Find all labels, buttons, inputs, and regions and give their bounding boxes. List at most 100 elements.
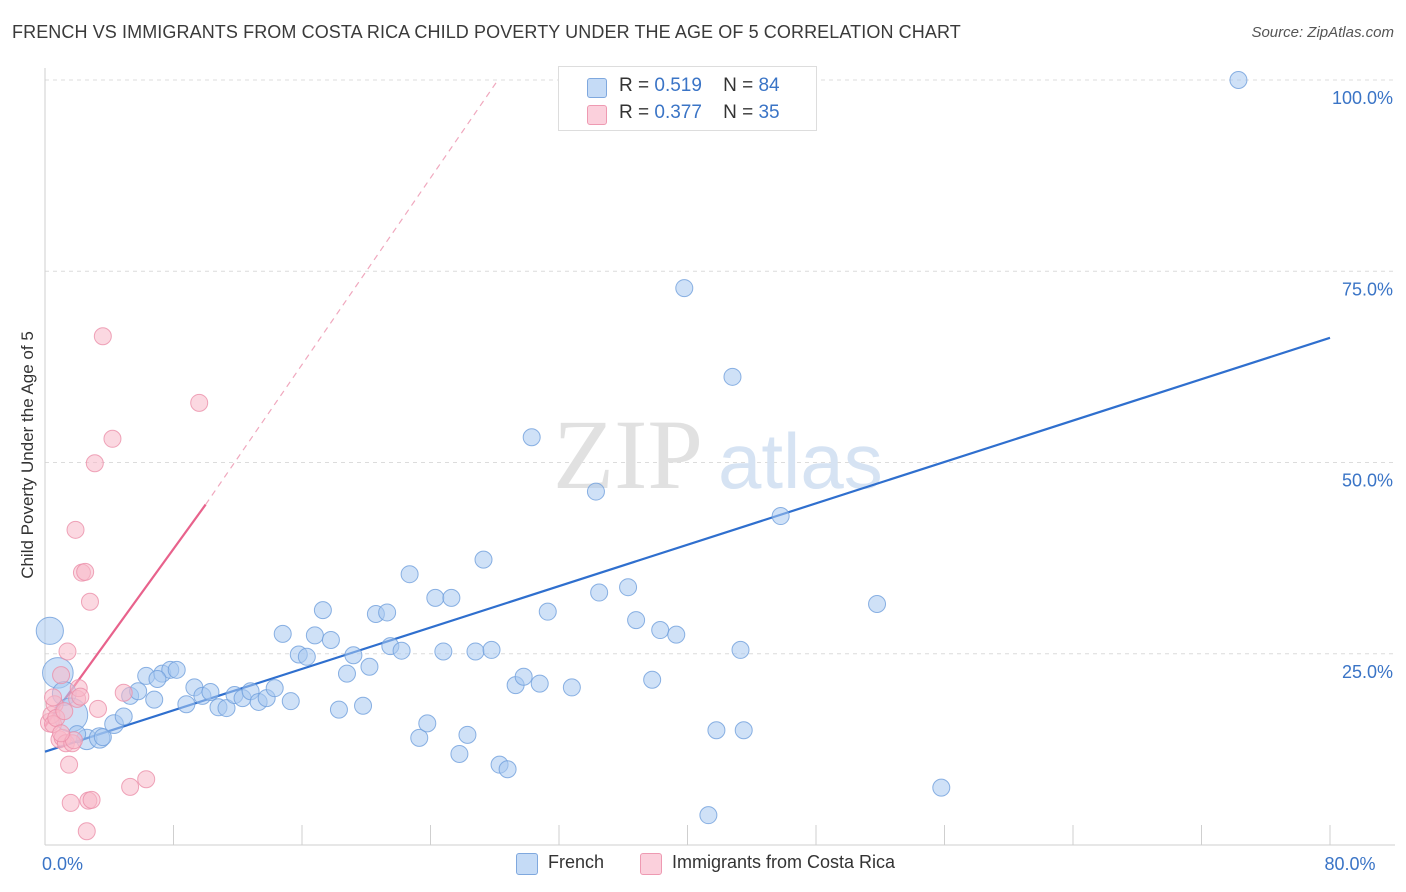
- point-costa-rica: [93, 327, 112, 346]
- point-costa-rica: [103, 429, 122, 448]
- point-costa-rica: [76, 562, 95, 581]
- point-costa-rica: [121, 777, 140, 796]
- trendline-french: [44, 336, 1331, 753]
- point-french: [434, 642, 453, 661]
- point-costa-rica: [58, 642, 77, 661]
- point-french: [474, 550, 493, 569]
- point-costa-rica: [89, 699, 108, 718]
- legend-n-value: 35: [758, 102, 780, 123]
- point-french: [145, 690, 164, 709]
- x-tick-label: 80.0%: [1324, 854, 1375, 874]
- correlation-legend: R = 0.519 N = 84 R = 0.377 N = 35: [558, 66, 817, 131]
- y-tick-label: 75.0%: [1342, 279, 1393, 299]
- point-french: [699, 806, 718, 825]
- point-french: [627, 611, 646, 630]
- point-french: [114, 707, 133, 726]
- point-french: [514, 667, 533, 686]
- point-costa-rica: [52, 724, 71, 743]
- point-costa-rica: [137, 770, 156, 789]
- point-french: [731, 640, 750, 659]
- point-french: [868, 595, 887, 614]
- x-tick-label: 0.0%: [42, 854, 83, 874]
- point-french: [538, 602, 557, 621]
- point-costa-rica: [80, 592, 99, 611]
- point-costa-rica: [44, 688, 63, 707]
- point-french: [442, 588, 461, 607]
- point-french: [723, 367, 742, 386]
- point-french: [707, 721, 726, 740]
- point-french: [498, 760, 517, 779]
- point-french: [667, 625, 686, 644]
- point-french: [148, 669, 167, 688]
- point-french: [313, 601, 332, 620]
- point-french: [273, 624, 292, 643]
- point-costa-rica: [82, 790, 101, 809]
- data-points: [35, 71, 1248, 841]
- point-french: [466, 642, 485, 661]
- point-costa-rica: [77, 822, 96, 841]
- y-tick-label: 100.0%: [1332, 88, 1393, 108]
- y-tick-label: 50.0%: [1342, 471, 1393, 491]
- watermark-atlas: atlas: [718, 417, 883, 505]
- point-french: [426, 588, 445, 607]
- point-french: [321, 630, 340, 649]
- point-french: [177, 695, 196, 714]
- point-french: [675, 279, 694, 298]
- legend-label-costa-rica: Immigrants from Costa Rica: [672, 852, 896, 872]
- point-french: [265, 679, 284, 698]
- point-french: [410, 728, 429, 747]
- source-label: Source: ZipAtlas.com: [1251, 24, 1394, 41]
- point-costa-rica: [60, 755, 79, 774]
- point-french: [458, 725, 477, 744]
- point-costa-rica: [190, 393, 209, 412]
- point-costa-rica: [114, 683, 133, 702]
- point-french: [450, 744, 469, 763]
- point-costa-rica: [85, 454, 104, 473]
- point-costa-rica: [52, 666, 71, 685]
- point-french: [354, 696, 373, 715]
- watermark-zip: ZIP: [553, 399, 703, 510]
- point-french: [337, 664, 356, 683]
- legend-r-value: 0.377: [654, 102, 702, 123]
- point-french: [643, 670, 662, 689]
- point-french: [392, 641, 411, 660]
- point-french: [932, 778, 951, 797]
- point-french: [305, 626, 324, 645]
- point-french: [619, 578, 638, 597]
- point-french: [297, 647, 316, 666]
- point-french: [201, 683, 220, 701]
- legend-n-value: 84: [758, 75, 780, 96]
- point-french: [482, 640, 501, 659]
- legend-swatch-costa-rica: [640, 853, 662, 875]
- point-french: [530, 674, 549, 693]
- gridlines: [45, 79, 1395, 655]
- point-french: [522, 428, 541, 447]
- point-costa-rica: [55, 702, 74, 721]
- legend-n-label: N =: [723, 102, 754, 123]
- point-costa-rica: [61, 793, 80, 812]
- point-french: [360, 657, 379, 676]
- y-axis-label: Child Poverty Under the Age of 5: [18, 331, 37, 579]
- point-french: [562, 678, 581, 697]
- legend-swatch-french: [516, 853, 538, 875]
- point-french: [586, 482, 605, 501]
- legend-swatch-french: [587, 78, 607, 98]
- trendline-extension-costa-rica: [205, 79, 499, 505]
- point-french: [590, 583, 609, 602]
- point-french: [651, 621, 670, 640]
- point-french: [35, 616, 64, 645]
- tick-labels: 25.0% 50.0% 75.0% 100.0% 0.0% 80.0%: [42, 88, 1393, 874]
- chart-title: FRENCH VS IMMIGRANTS FROM COSTA RICA CHI…: [12, 22, 961, 42]
- legend-label-french: French: [548, 852, 605, 872]
- legend-r-value: 0.519: [654, 75, 702, 96]
- point-french: [167, 660, 186, 679]
- legend-r-label: R =: [619, 102, 650, 123]
- point-costa-rica: [71, 687, 90, 706]
- point-french: [329, 700, 348, 719]
- point-french: [771, 507, 790, 526]
- point-french: [1229, 71, 1248, 89]
- point-costa-rica: [66, 520, 85, 539]
- point-french: [378, 603, 397, 622]
- point-french: [418, 714, 437, 733]
